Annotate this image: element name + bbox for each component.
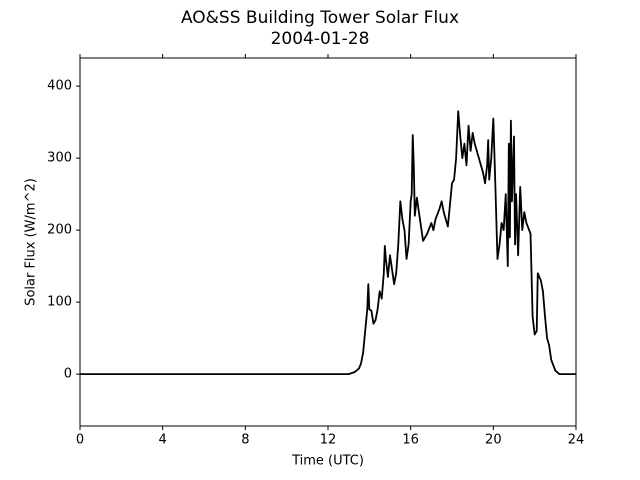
x-tick-label: 8 xyxy=(241,433,249,448)
x-tick-label: 16 xyxy=(402,433,419,448)
y-tick-label: 100 xyxy=(47,295,72,310)
plot-frame xyxy=(79,57,577,427)
x-tick-label: 0 xyxy=(76,433,84,448)
y-tick-label: 0 xyxy=(64,367,72,382)
y-tick-label: 300 xyxy=(47,151,72,166)
chart-title: AO&SS Building Tower Solar Flux xyxy=(181,8,459,28)
y-tick-label: 400 xyxy=(47,79,72,94)
x-tick-label: 24 xyxy=(568,433,585,448)
y-axis-label: Solar Flux (W/m^2) xyxy=(24,178,39,306)
x-tick-label: 20 xyxy=(485,433,502,448)
chart-subtitle: 2004-01-28 xyxy=(271,29,370,49)
x-tick-label: 4 xyxy=(159,433,167,448)
y-tick-label: 200 xyxy=(47,223,72,238)
flux-line xyxy=(80,110,576,376)
x-axis-label: Time (UTC) xyxy=(291,454,364,469)
x-tick-label: 12 xyxy=(320,433,337,448)
